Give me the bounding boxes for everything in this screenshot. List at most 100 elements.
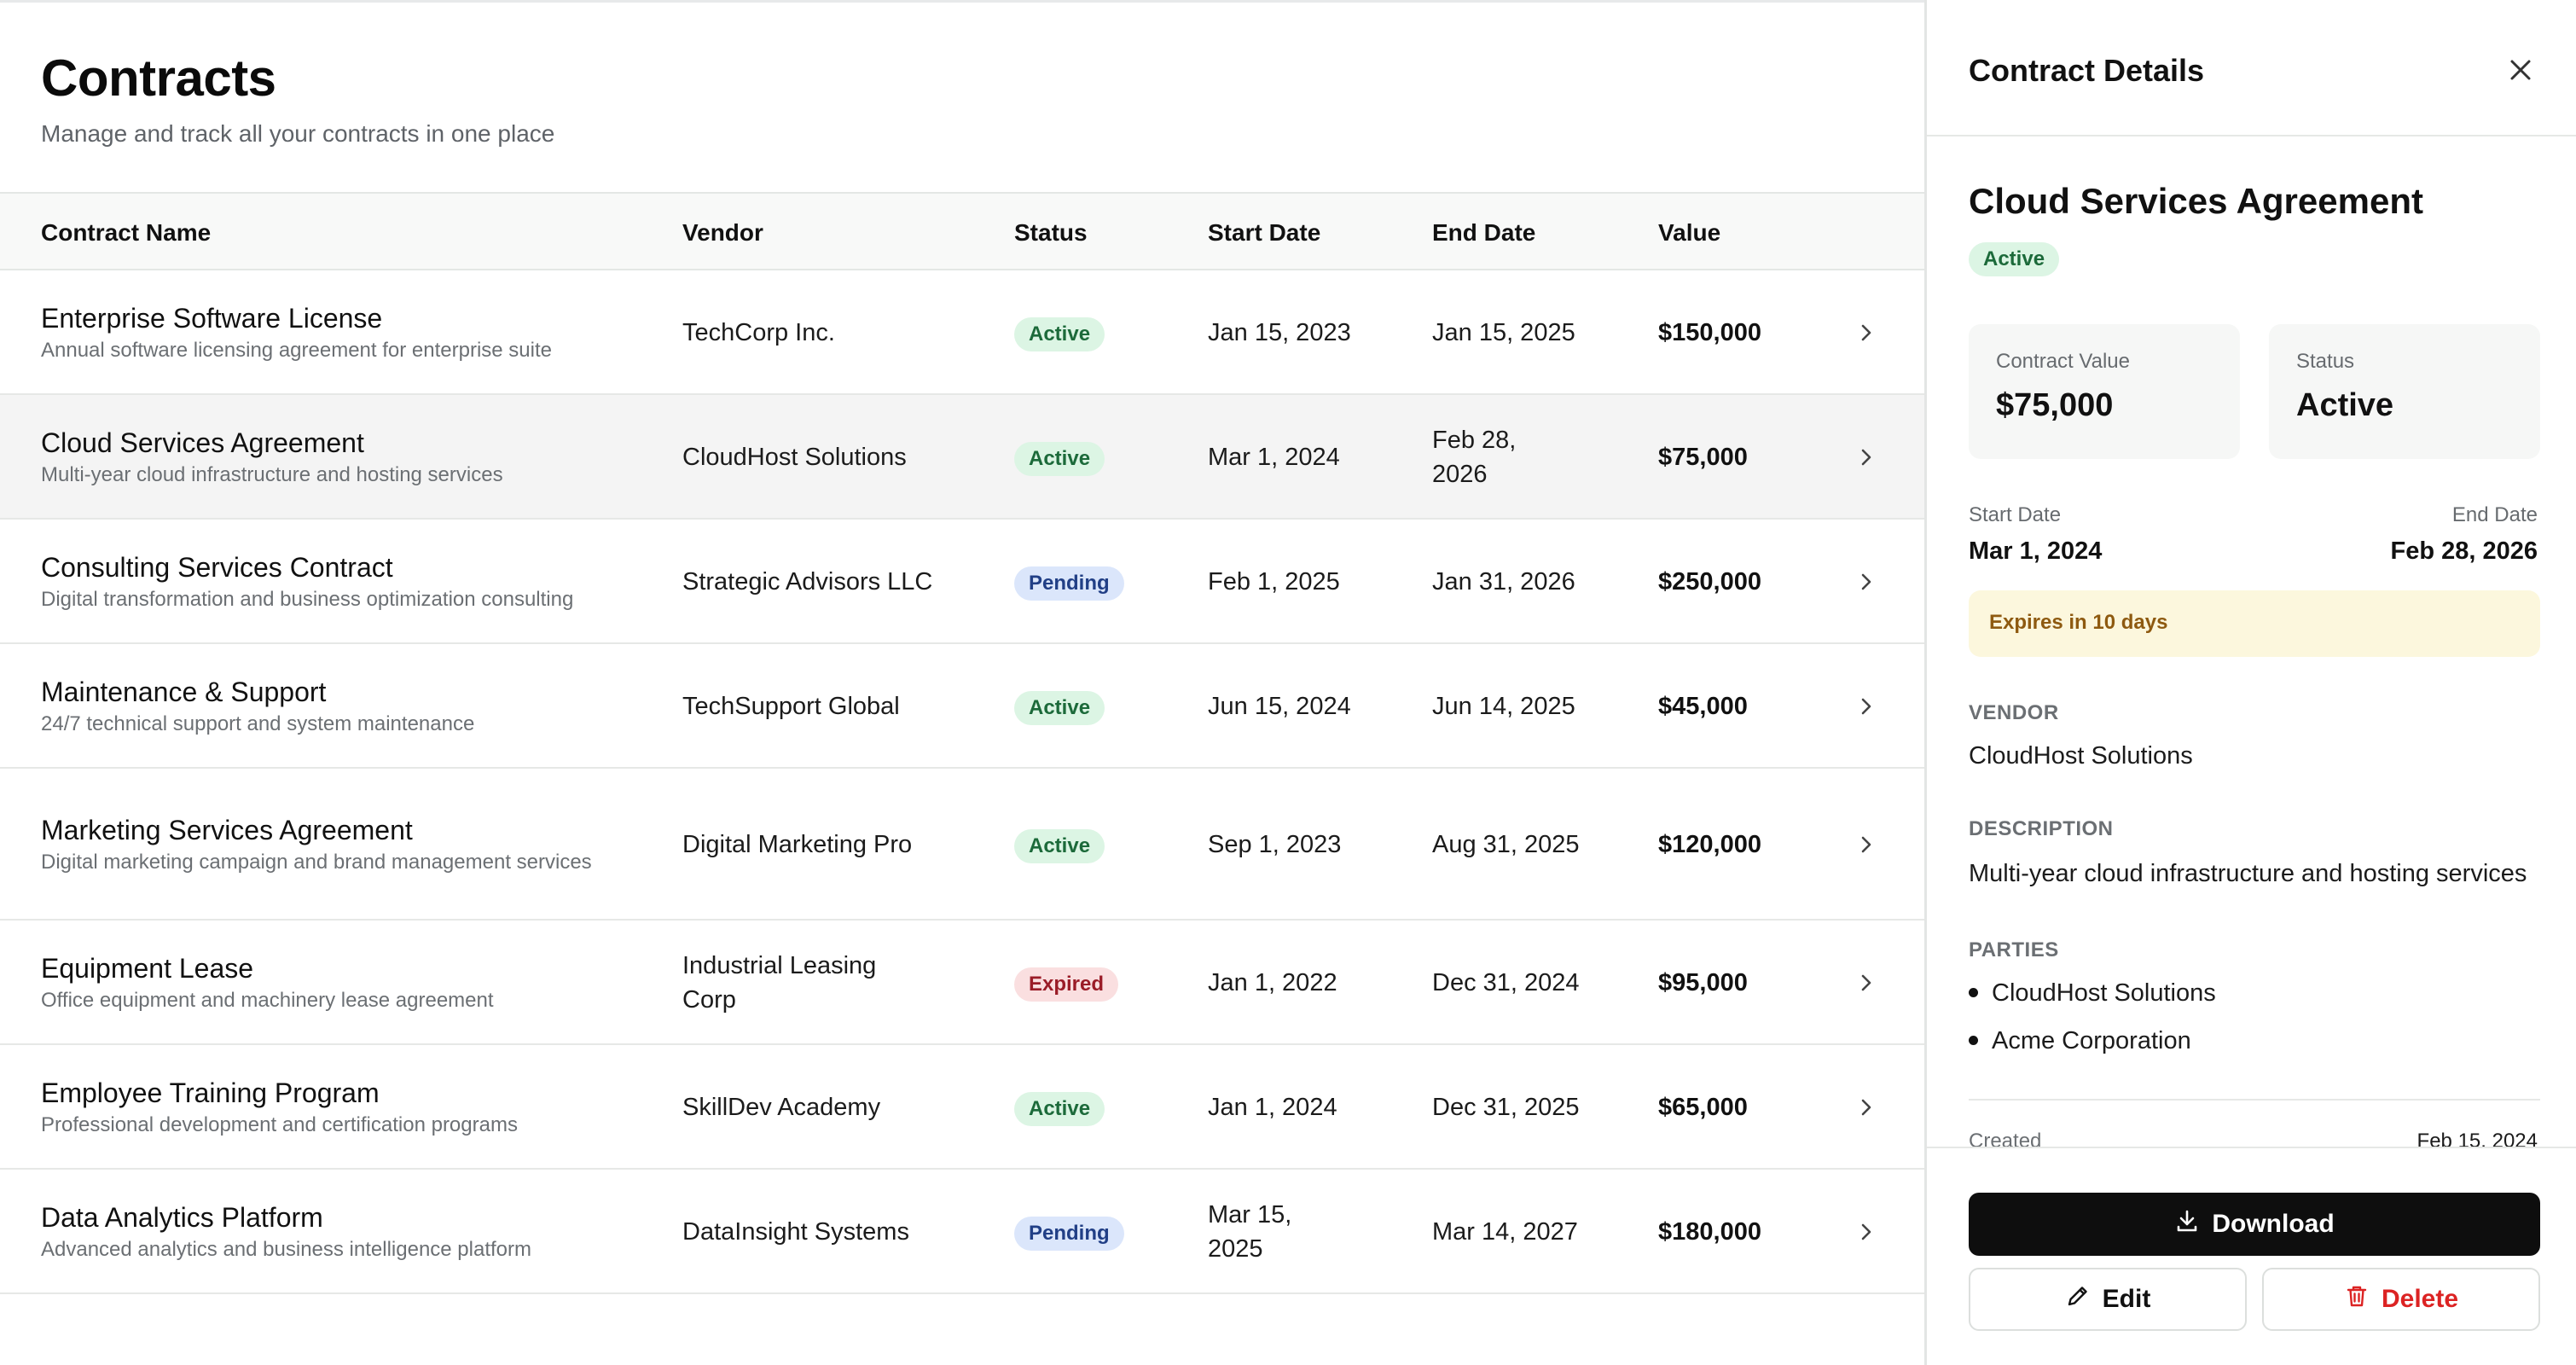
close-icon[interactable] [2503, 53, 2538, 87]
table-row[interactable]: Equipment Lease Office equipment and mach… [0, 921, 1924, 1045]
vendor-cell: TechSupport Global [682, 693, 900, 720]
contract-name: Equipment Lease [41, 953, 254, 984]
end-date-cell: Dec 31, 2024 [1432, 969, 1580, 996]
divider [1969, 1099, 2540, 1101]
status-badge: Pending [1014, 1217, 1124, 1251]
table-row[interactable]: Maintenance & Support 24/7 technical supp… [0, 644, 1924, 769]
chevron-right-icon[interactable] [1853, 969, 1880, 996]
contract-name-cell: Enterprise Software License Annual softwa… [41, 301, 621, 364]
chevron-right-icon[interactable] [1853, 568, 1880, 595]
contract-description: Multi-year cloud infrastructure and host… [41, 463, 503, 486]
vendor-cell: TechCorp Inc. [682, 319, 835, 346]
delete-label: Delete [2381, 1285, 2459, 1313]
contract-name: Cloud Services Agreement [41, 427, 364, 458]
contract-description: Digital marketing campaign and brand man… [41, 851, 592, 874]
table-row[interactable]: Cloud Services Agreement Multi-year cloud… [0, 395, 1924, 520]
status-cell: Pending [1014, 565, 1124, 601]
start-date-cell: Jan 1, 2024 [1208, 1094, 1337, 1121]
vendor-cell: SkillDev Academy [682, 1094, 881, 1121]
value-cell: $150,000 [1658, 319, 1761, 346]
status-badge: Active [1014, 829, 1105, 863]
chevron-right-icon[interactable] [1853, 1218, 1880, 1246]
contract-description: 24/7 technical support and system mainte… [41, 712, 475, 735]
expiry-notice: Expires in 10 days [1969, 590, 2540, 657]
status-cell: Active [1014, 828, 1105, 863]
contract-name-cell: Equipment Lease Office equipment and mach… [41, 951, 621, 1014]
column-header-start-date[interactable]: Start Date [1208, 219, 1321, 246]
delete-button[interactable]: Delete [2262, 1268, 2540, 1331]
contract-value-label: Contract Value [1996, 350, 2130, 373]
contract-name: Consulting Services Contract [41, 552, 393, 583]
end-date-cell: Jan 15, 2025 [1432, 319, 1575, 346]
edit-button[interactable]: Edit [1969, 1268, 2247, 1331]
end-date-cell: Aug 31, 2025 [1432, 831, 1580, 858]
end-date-cell: Mar 14, 2027 [1432, 1218, 1578, 1246]
start-date-cell: Sep 1, 2023 [1208, 831, 1342, 858]
column-header-vendor[interactable]: Vendor [682, 219, 763, 246]
value-cell: $95,000 [1658, 969, 1748, 996]
contract-name-cell: Employee Training Program Professional de… [41, 1076, 621, 1139]
contract-name: Marketing Services Agreement [41, 815, 413, 845]
contract-name-cell: Consulting Services Contract Digital tran… [41, 550, 621, 613]
start-date-cell: Mar 15, 2025 [1208, 1201, 1292, 1263]
download-button[interactable]: Download [1969, 1193, 2540, 1256]
end-date-cell: Jun 14, 2025 [1432, 693, 1575, 720]
start-date-cell: Feb 1, 2025 [1208, 568, 1340, 595]
status-card: Status Active [2269, 324, 2540, 459]
status-badge: Pending [1014, 566, 1124, 601]
status-cell: Active [1014, 316, 1105, 351]
vendor-value: CloudHost Solutions [1969, 742, 2193, 770]
status-badge: Active [1014, 1092, 1105, 1126]
chevron-right-icon[interactable] [1853, 319, 1880, 346]
contract-name: Enterprise Software License [41, 303, 383, 334]
column-header-end-date[interactable]: End Date [1432, 219, 1536, 246]
description-value: Multi-year cloud infrastructure and host… [1969, 860, 2527, 887]
start-date-cell: Jan 15, 2023 [1208, 319, 1351, 346]
table-row[interactable]: Consulting Services Contract Digital tran… [0, 520, 1924, 644]
status-badge: Active [1014, 442, 1105, 476]
vendor-cell: Industrial Leasing Corp [682, 952, 877, 1014]
page-subtitle: Manage and track all your contracts in o… [41, 120, 555, 147]
table-row[interactable]: Employee Training Program Professional de… [0, 1045, 1924, 1170]
bullet [1969, 1035, 1978, 1045]
chevron-right-icon[interactable] [1853, 444, 1880, 471]
contract-description: Professional development and certificati… [41, 1113, 518, 1136]
description-section-label: DESCRIPTION [1969, 817, 2114, 840]
edit-label: Edit [2102, 1285, 2151, 1313]
start-date-cell: Mar 1, 2024 [1208, 444, 1340, 471]
vendor-cell: Strategic Advisors LLC [682, 568, 933, 595]
column-header-contract-name[interactable]: Contract Name [41, 219, 212, 246]
status-badge-label: Active [1969, 242, 2060, 276]
end-date-label: End Date [2451, 503, 2538, 526]
contract-name-cell: Marketing Services Agreement Digital mark… [41, 813, 621, 876]
contract-value: $75,000 [1996, 387, 2114, 423]
value-cell: $120,000 [1658, 831, 1761, 858]
status-cell: Active [1014, 440, 1105, 476]
chevron-right-icon[interactable] [1853, 693, 1880, 720]
start-date-cell: Jan 1, 2022 [1208, 969, 1337, 996]
contract-description: Office equipment and machinery lease agr… [41, 989, 494, 1012]
table-row[interactable]: Marketing Services Agreement Digital mark… [0, 769, 1924, 921]
end-date-value: Feb 28, 2026 [2390, 537, 2538, 565]
chevron-right-icon[interactable] [1853, 831, 1880, 858]
status-badge: Expired [1014, 967, 1119, 1002]
value-cell: $250,000 [1658, 568, 1761, 595]
end-date-cell: Feb 28, 2026 [1432, 427, 1517, 488]
parties-section-label: PARTIES [1969, 938, 2059, 961]
expiry-notice-text: Expires in 10 days [1989, 611, 2168, 634]
status-cell: Active [1014, 689, 1105, 725]
vendor-cell: Digital Marketing Pro [682, 831, 913, 858]
column-header-status[interactable]: Status [1014, 219, 1088, 246]
status-card-value: Active [2296, 387, 2394, 423]
column-header-value[interactable]: Value [1658, 219, 1721, 246]
table-row[interactable]: Data Analytics Platform Advanced analytic… [0, 1170, 1924, 1294]
end-date-cell: Dec 31, 2025 [1432, 1094, 1580, 1121]
end-date-cell: Jan 31, 2026 [1432, 568, 1575, 595]
contract-status-badge: Active [1969, 242, 2060, 276]
chevron-right-icon[interactable] [1853, 1094, 1880, 1121]
panel-actions: Download Edit Delete [1927, 1147, 2576, 1365]
vendor-section-label: VENDOR [1969, 701, 2059, 724]
table-row[interactable]: Enterprise Software License Annual softwa… [0, 270, 1924, 395]
status-card-label: Status [2296, 350, 2355, 373]
